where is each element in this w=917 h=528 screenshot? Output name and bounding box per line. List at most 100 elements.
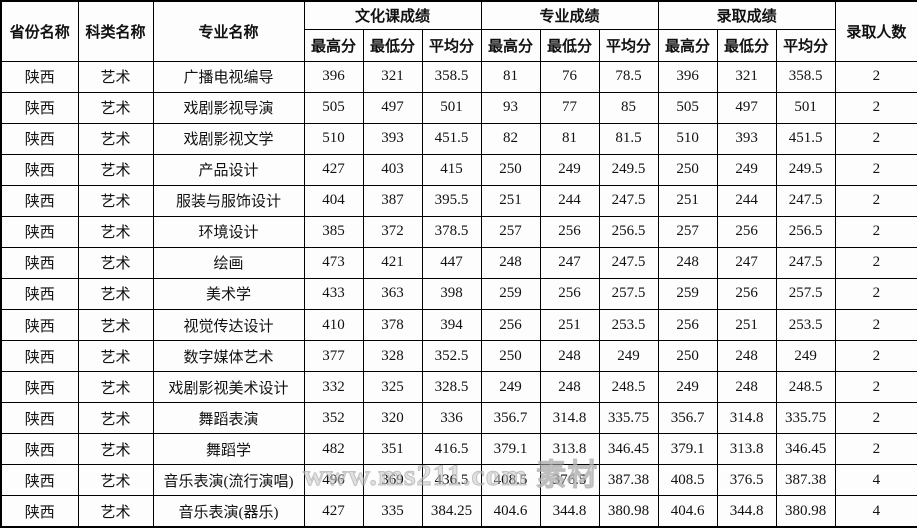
table-cell: 81 [539,122,600,155]
table-cell: 259 [480,277,541,311]
table-cell: 427 [303,495,364,528]
table-cell: 244 [716,184,777,217]
table-cell: 戏剧影视导演 [152,91,305,124]
table-cell: 2 [834,402,917,435]
table-cell: 陕西 [0,308,79,342]
table-cell: 335.75 [775,402,836,435]
table-cell: 259 [657,277,718,311]
table-row: 陕西 艺术 广播电视编导 396 321 358.5 81 76 78.5 396 321 358.5… [0,60,917,93]
table-cell: 314.8 [716,402,777,435]
table-cell: 艺术 [77,122,154,155]
table-cell: 369 [362,464,423,497]
table-cell: 陕西 [0,340,79,373]
table-cell: 404.6 [657,495,718,528]
table-cell: 313.8 [539,433,600,466]
table-cell: 408.5 [480,464,541,497]
table-cell: 艺术 [77,402,154,435]
table-cell: 421 [362,246,423,279]
table-cell: 艺术 [77,246,154,279]
table-cell: 艺术 [77,215,154,248]
table-cell: 256 [480,308,541,342]
col-header-culture-max: 最高分 [303,28,364,62]
table-cell: 378 [362,308,423,342]
table-row: 陕西 艺术 舞蹈学 482 351 416.5 379.1 313.8 346.45 379.1 3… [0,433,917,466]
col-header-admission-avg: 平均分 [775,28,836,62]
table-cell: 艺术 [77,153,154,186]
table-cell: 356.7 [657,402,718,435]
table-cell: 505 [657,91,718,124]
table-cell: 数字媒体艺术 [152,340,305,373]
table-cell: 93 [480,91,541,124]
table-cell: 247.5 [598,184,659,217]
table-cell: 256 [539,277,600,311]
table-cell: 496 [303,464,364,497]
table-row: 陕西 艺术 服装与服饰设计 404 387 395.5 251 244 247.5 251 244 2… [0,184,917,217]
table-cell: 510 [303,122,364,155]
table-cell: 314.8 [539,402,600,435]
table-cell: 393 [362,122,423,155]
table-cell: 256 [539,215,600,248]
table-cell: 247 [716,246,777,279]
table-cell: 音乐表演(流行演唱) [152,464,305,497]
table-cell: 352.5 [421,340,482,373]
table-cell: 380.98 [598,495,659,528]
table-cell: 2 [834,371,917,404]
table-row: 陕西 艺术 音乐表演(器乐) 427 335 384.25 404.6 344.8 380.98… [0,495,917,528]
table-cell: 248 [657,246,718,279]
table-cell: 404.6 [480,495,541,528]
col-header-admission-max: 最高分 [657,28,718,62]
table-cell: 253.5 [775,308,836,342]
table-row: 陕西 艺术 产品设计 427 403 415 250 249 249.5 250 249 249.5 2 [0,153,917,186]
table-cell: 陕西 [0,464,79,497]
table-cell: 艺术 [77,340,154,373]
table-cell: 510 [657,122,718,155]
table-cell: 艺术 [77,277,154,311]
table-cell: 447 [421,246,482,279]
table-cell: 328.5 [421,371,482,404]
table-cell: 产品设计 [152,153,305,186]
table-cell: 436.5 [421,464,482,497]
table-cell: 372 [362,215,423,248]
table-cell: 服装与服饰设计 [152,184,305,217]
table-cell: 256.5 [775,215,836,248]
col-header-major-avg: 平均分 [598,28,659,62]
table-cell: 音乐表演(器乐) [152,495,305,528]
table-cell: 251 [657,184,718,217]
table-cell: 379.1 [480,433,541,466]
table-cell: 256.5 [598,215,659,248]
table-cell: 陕西 [0,277,79,311]
col-header-admit-count: 录取人数 [834,0,917,62]
table-cell: 251 [716,308,777,342]
table-cell: 380.98 [775,495,836,528]
table-cell: 403 [362,153,423,186]
table-cell: 2 [834,308,917,342]
table-row: 陕西 艺术 环境设计 385 372 378.5 257 256 256.5 257 256 256.… [0,215,917,248]
table-cell: 环境设计 [152,215,305,248]
table-cell: 陕西 [0,215,79,248]
table-cell: 艺术 [77,60,154,93]
col-header-culture-min: 最低分 [362,28,423,62]
table-cell: 346.45 [598,433,659,466]
table-cell: 戏剧影视美术设计 [152,371,305,404]
table-cell: 248 [716,371,777,404]
table-cell: 美术学 [152,277,305,311]
table-cell: 251 [539,308,600,342]
table-cell: 249.5 [598,153,659,186]
table-cell: 325 [362,371,423,404]
table-cell: 艺术 [77,433,154,466]
table-cell: 398 [421,277,482,311]
col-header-culture-avg: 平均分 [421,28,482,62]
table-cell: 4 [834,464,917,497]
table-cell: 358.5 [421,60,482,93]
table-cell: 387.38 [775,464,836,497]
table-body: 陕西 艺术 广播电视编导 396 321 358.5 81 76 78.5 396 321 358.5… [0,60,917,528]
table-cell: 404 [303,184,364,217]
table-cell: 377 [303,340,364,373]
table-cell: 陕西 [0,246,79,279]
table-cell: 497 [716,91,777,124]
table-row: 陕西 艺术 戏剧影视美术设计 332 325 328.5 249 248 248.5 249 248… [0,371,917,404]
table-cell: 473 [303,246,364,279]
table-cell: 陕西 [0,371,79,404]
table-cell: 387.38 [598,464,659,497]
